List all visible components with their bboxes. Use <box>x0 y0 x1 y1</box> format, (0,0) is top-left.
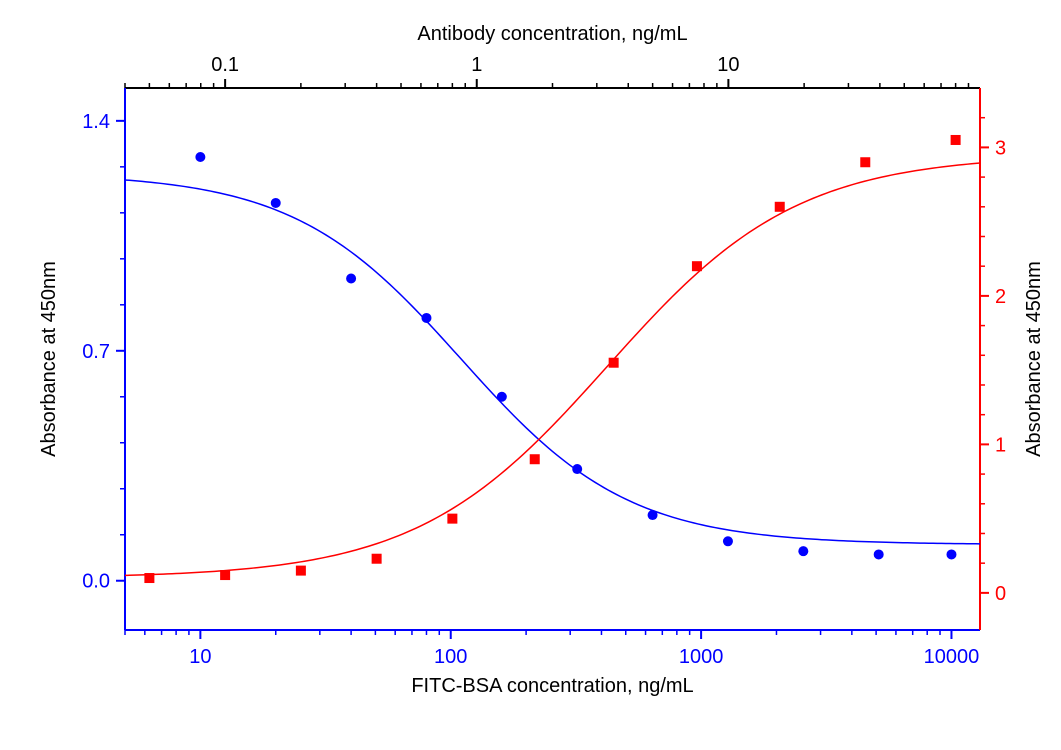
axis-bottom-tick-label: 1000 <box>679 646 724 668</box>
red-data-point <box>775 202 785 212</box>
red-fit-curve <box>125 163 980 575</box>
red-data-point <box>951 135 961 145</box>
red-data-point <box>144 573 154 583</box>
blue-data-point <box>798 546 808 556</box>
red-data-point <box>447 514 457 524</box>
red-data-point <box>220 570 230 580</box>
axis-right-tick-label: 2 <box>995 286 1006 308</box>
axis-bottom-label: FITC-BSA concentration, ng/mL <box>411 675 693 697</box>
blue-data-point <box>421 313 431 323</box>
red-data-point <box>296 566 306 576</box>
blue-data-point <box>946 549 956 559</box>
blue-data-point <box>497 392 507 402</box>
axis-left-tick-label: 1.4 <box>82 111 110 133</box>
dose-response-chart: 10100100010000FITC-BSA concentration, ng… <box>0 0 1061 750</box>
axis-top-label: Antibody concentration, ng/mL <box>417 23 687 45</box>
axis-top-tick-label: 10 <box>717 54 739 76</box>
axis-top-tick-label: 0.1 <box>211 54 239 76</box>
red-data-point <box>860 157 870 167</box>
axis-bottom-tick-label: 10 <box>189 646 211 668</box>
axis-bottom-tick-label: 100 <box>434 646 467 668</box>
blue-data-point <box>195 152 205 162</box>
red-data-point <box>609 358 619 368</box>
red-data-point <box>372 554 382 564</box>
blue-fit-curve <box>125 180 980 544</box>
blue-data-point <box>874 549 884 559</box>
axis-left-tick-label: 0.0 <box>82 571 110 593</box>
blue-data-point <box>346 274 356 284</box>
axis-right-label: Absorbance at 450nm <box>1023 261 1045 457</box>
blue-data-point <box>648 510 658 520</box>
axis-right-tick-label: 1 <box>995 434 1006 456</box>
red-data-point <box>692 261 702 271</box>
axis-top-tick-label: 1 <box>471 54 482 76</box>
axis-left-tick-label: 0.7 <box>82 341 110 363</box>
axis-bottom-tick-label: 10000 <box>924 646 980 668</box>
chart-container: 10100100010000FITC-BSA concentration, ng… <box>0 0 1061 750</box>
blue-data-point <box>572 464 582 474</box>
axis-left-label: Absorbance at 450nm <box>38 261 60 457</box>
axis-right-tick-label: 0 <box>995 583 1006 605</box>
axis-right-tick-label: 3 <box>995 137 1006 159</box>
blue-data-point <box>723 536 733 546</box>
blue-data-point <box>271 198 281 208</box>
red-data-point <box>530 454 540 464</box>
